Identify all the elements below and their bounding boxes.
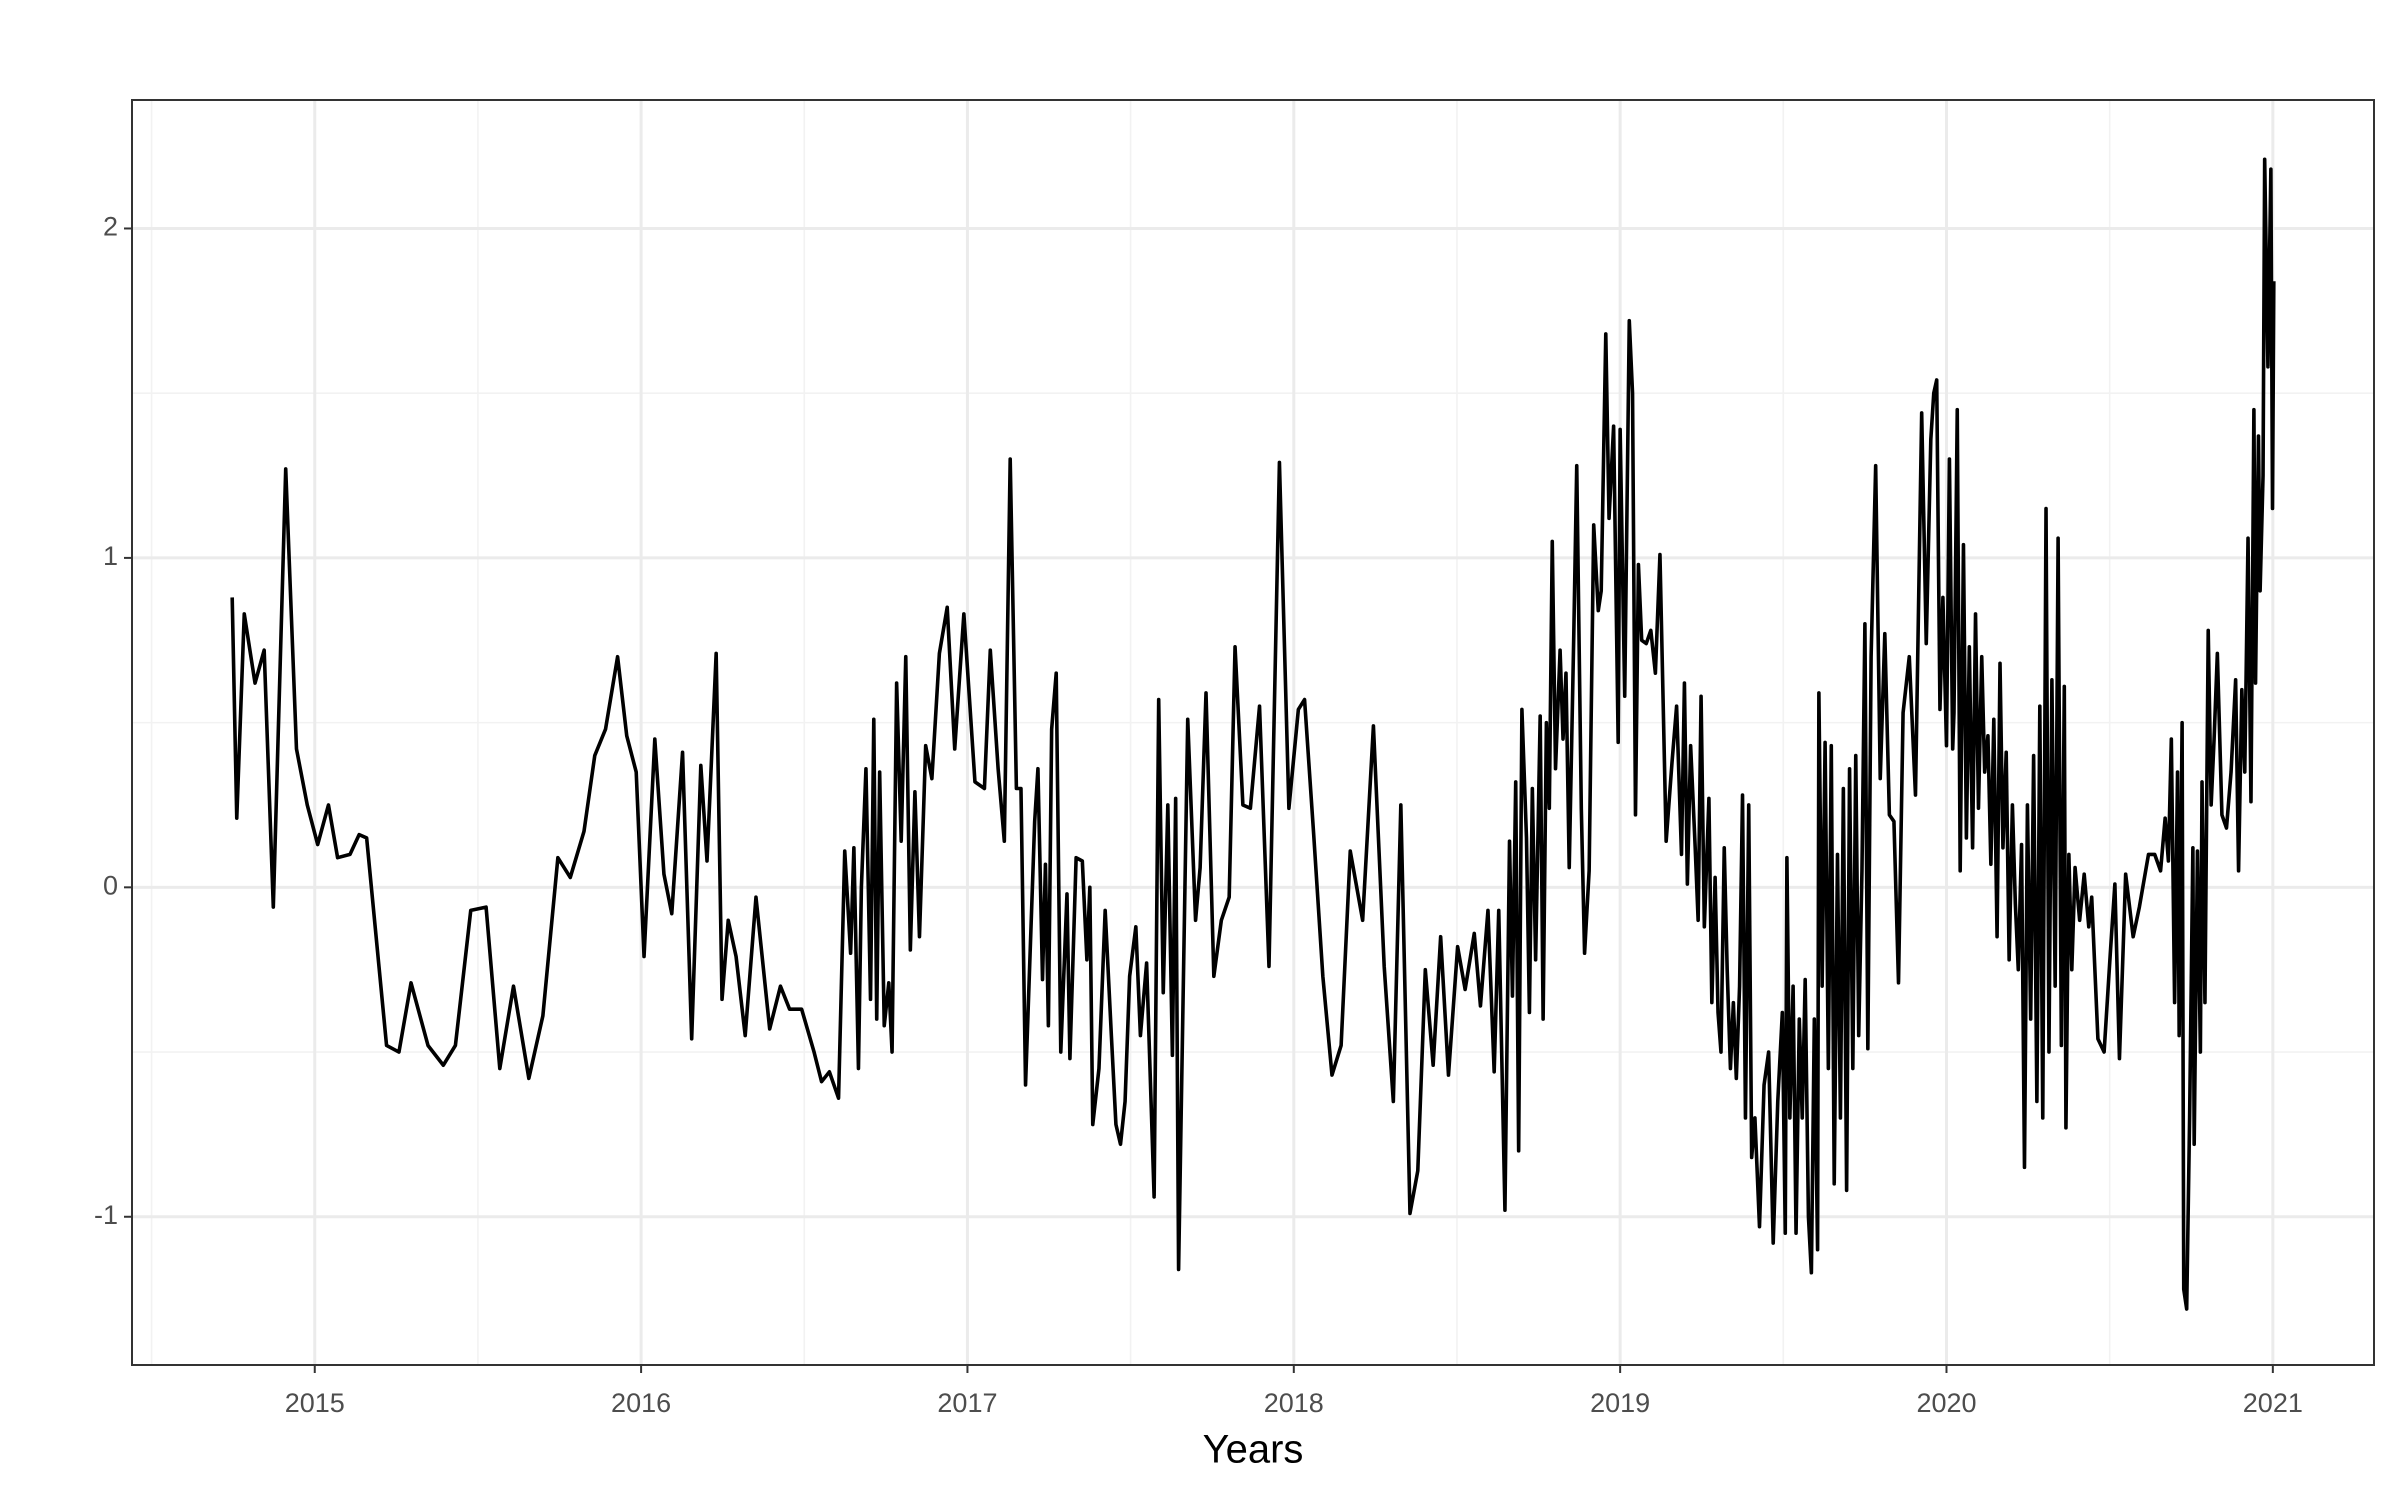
x-tick-label: 2017 [937, 1388, 997, 1418]
y-tick-label: 1 [103, 541, 118, 571]
x-tick-label: 2020 [1916, 1388, 1976, 1418]
y-tick-label: 2 [103, 212, 118, 242]
x-axis-title: Years [1203, 1428, 1304, 1472]
panel-border [131, 99, 2375, 1366]
y-tick-label: -1 [94, 1200, 118, 1230]
x-tick-label: 2015 [285, 1388, 345, 1418]
x-tick-label: 2018 [1264, 1388, 1324, 1418]
y-tick-label: 0 [103, 870, 118, 900]
x-tick-label: 2016 [611, 1388, 671, 1418]
x-tick-label: 2021 [2243, 1388, 2303, 1418]
x-tick-label: 2019 [1590, 1388, 1650, 1418]
data-line [230, 157, 2276, 1311]
